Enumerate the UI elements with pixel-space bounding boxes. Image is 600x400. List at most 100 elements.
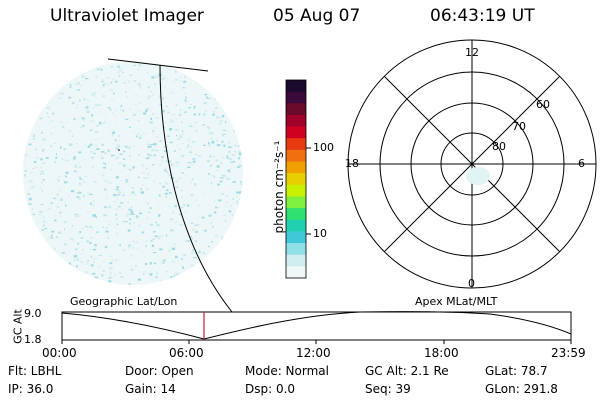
emission-speckle [123,82,127,84]
emission-speckle [164,192,168,195]
emission-speckle [165,105,168,108]
emission-speckle [240,181,242,184]
emission-speckle [145,167,148,170]
emission-speckle [96,148,100,150]
emission-speckle [107,107,111,109]
emission-speckle [219,180,223,183]
emission-speckle [193,107,195,110]
emission-speckle [83,144,87,147]
emission-speckle [90,202,92,205]
subsatellite-point [118,149,120,151]
emission-speckle [212,225,214,228]
emission-speckle [239,199,241,201]
emission-speckle [159,104,163,106]
emission-speckle [171,113,176,116]
emission-speckle [49,120,52,124]
emission-speckle [211,189,214,191]
emission-speckle [125,179,129,181]
emission-speckle [85,263,89,265]
emission-speckle [79,176,82,180]
emission-speckle [86,110,90,114]
emission-speckle [163,85,166,88]
emission-speckle [139,86,141,89]
emission-speckle [73,156,76,159]
colorbar-label-100: 100 [313,141,334,154]
mlat-label-60: 60 [536,98,550,111]
emission-speckle [94,276,98,279]
emission-speckle [190,222,194,224]
geographic-label: Geographic Lat/Lon [70,295,178,308]
emission-speckle [120,162,123,164]
emission-speckle [222,133,226,135]
emission-speckle [115,233,118,236]
emission-speckle [146,157,150,160]
emission-speckle [40,158,43,161]
terminator-line [159,64,233,313]
emission-speckle [44,228,48,230]
emission-speckle [82,80,85,82]
emission-speckle [191,141,196,143]
emission-speckle [228,150,230,153]
emission-speckle [223,227,227,229]
emission-speckle [53,197,57,199]
emission-speckle [42,215,45,219]
emission-speckle [75,142,78,145]
emission-speckle [225,120,227,124]
emission-speckle [161,78,165,81]
emission-speckle [135,135,138,138]
emission-speckle [50,237,54,239]
emission-speckle [83,119,85,121]
emission-speckle [204,229,207,232]
emission-speckle [183,80,186,83]
emission-speckle [66,121,69,123]
emission-speckle [182,143,184,144]
colorbar-band [286,208,306,221]
emission-speckle [146,202,149,205]
emission-speckle [143,112,147,115]
emission-speckle [130,210,134,213]
emission-speckle [84,176,87,178]
emission-speckle [66,159,70,162]
emission-speckle [105,114,107,117]
emission-speckle [64,181,68,184]
emission-speckle [71,102,74,105]
emission-speckle [206,96,209,99]
emission-speckle [100,68,103,71]
emission-speckle [114,200,116,203]
emission-speckle [32,133,35,136]
emission-speckle [113,110,117,113]
emission-speckle [37,125,39,128]
emission-speckle [208,127,211,130]
emission-speckle [104,228,106,230]
emission-speckle [182,204,186,207]
emission-speckle [114,274,117,276]
emission-speckle [160,262,163,264]
emission-speckle [106,195,108,197]
emission-speckle [85,175,88,178]
orbit-altitude-curve [61,311,572,340]
emission-speckle [147,155,152,157]
emission-speckle [140,188,142,191]
status-door: Door: Open [125,364,194,378]
emission-speckle [190,251,195,255]
timeline-tick-2359: 23:59 [551,346,586,360]
emission-speckle [176,134,178,137]
emission-speckle [91,227,94,229]
emission-speckle [90,191,93,193]
emission-speckle [126,215,129,217]
emission-speckle [94,244,97,247]
emission-speckle [43,220,45,223]
emission-speckle [128,108,132,110]
emission-speckle [156,271,158,274]
emission-speckle [162,259,166,262]
emission-speckle [58,231,61,234]
emission-speckle [137,82,141,86]
colorbar-band [286,254,306,267]
emission-speckle [109,109,112,111]
emission-speckle [203,252,205,255]
emission-speckle [36,157,39,159]
emission-speckle [29,172,33,174]
emission-speckle [154,83,156,85]
emission-speckle [115,213,117,216]
emission-speckle [90,255,92,258]
